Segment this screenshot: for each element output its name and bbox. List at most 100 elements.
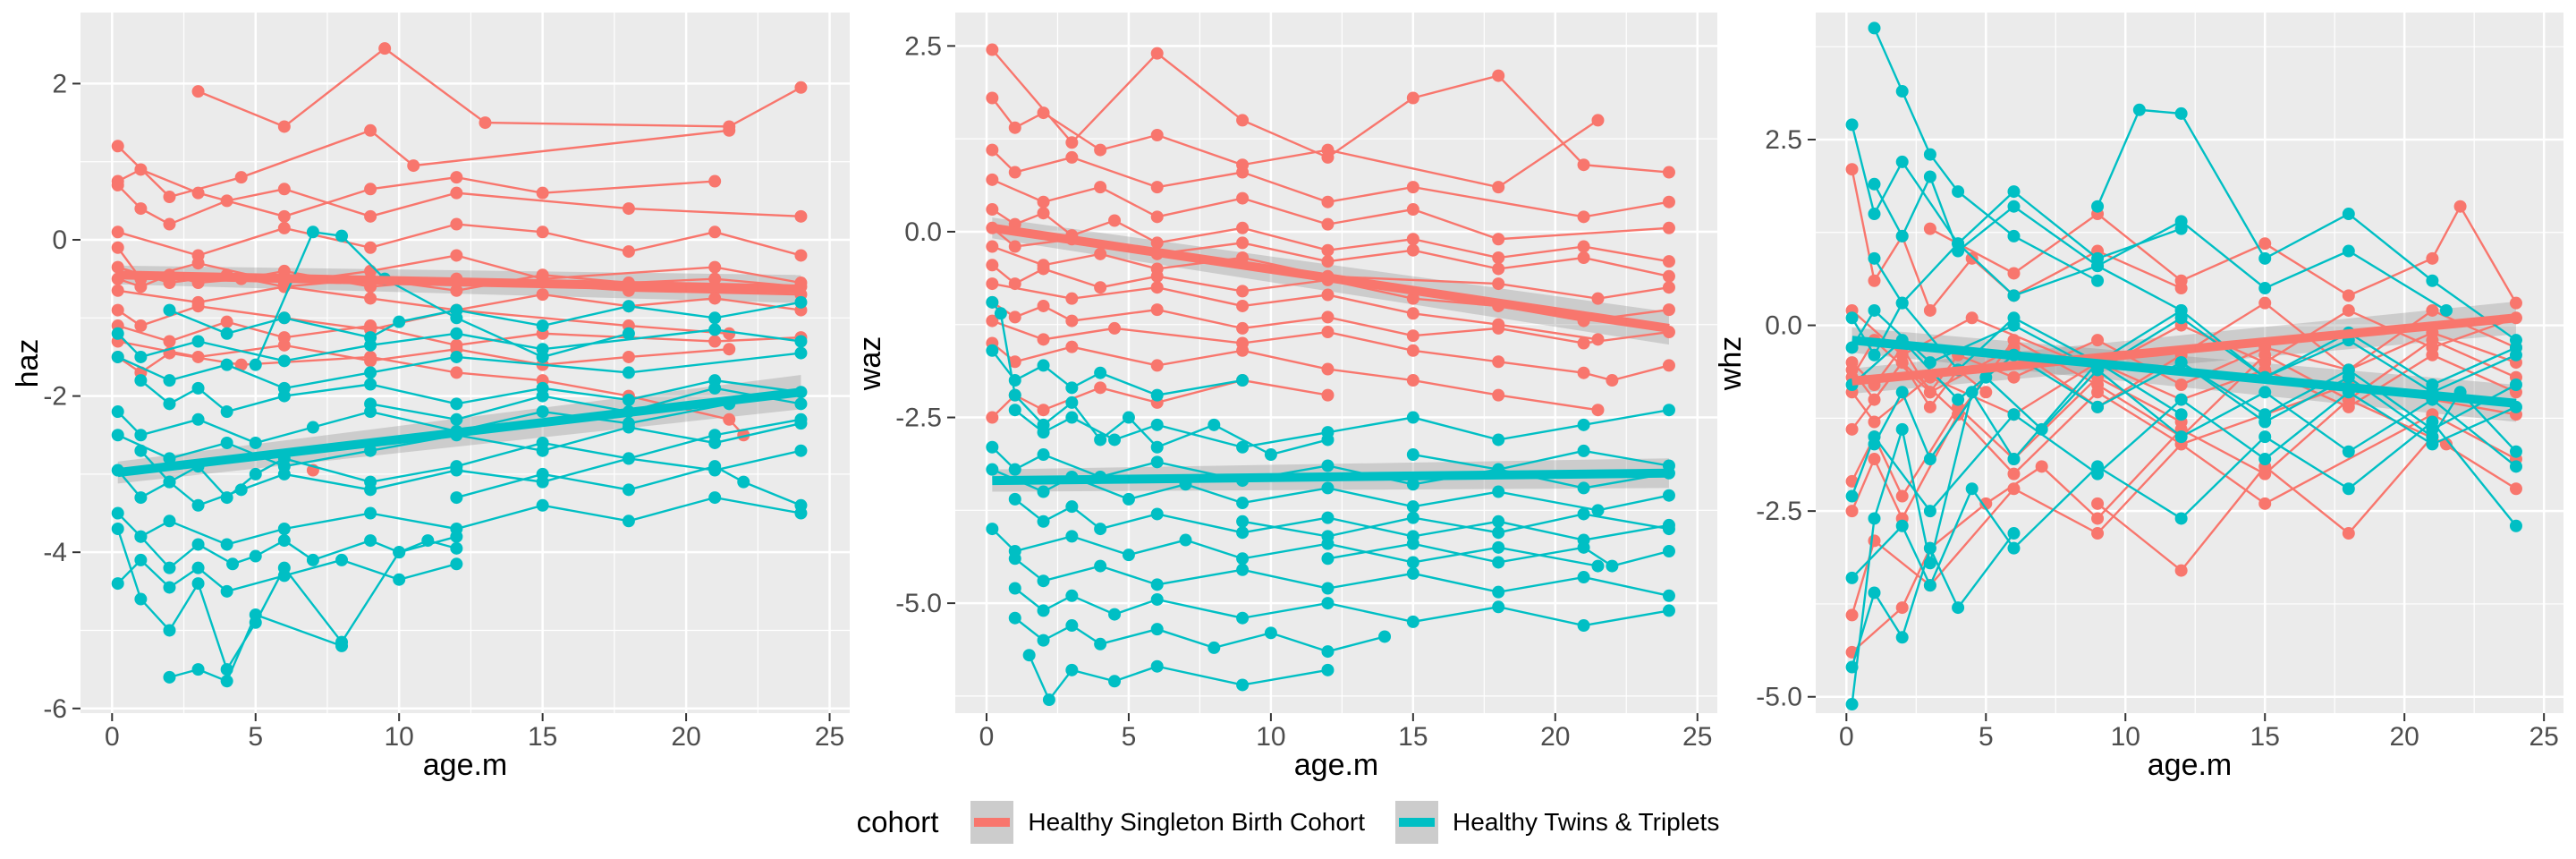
data-point-twins — [234, 483, 248, 497]
data-point-singleton — [1577, 158, 1590, 172]
data-point-twins — [1321, 582, 1335, 595]
trajectory-line-singleton — [991, 319, 1670, 382]
y-tick-label: -4 — [43, 538, 67, 567]
data-point-singleton — [364, 350, 377, 363]
data-point-singleton — [450, 284, 463, 297]
data-point-singleton — [1868, 274, 1881, 287]
data-point-twins — [1065, 381, 1079, 395]
data-point-twins — [249, 549, 262, 563]
data-point-twins — [1150, 592, 1164, 606]
legend-label-singleton: Healthy Singleton Birth Cohort — [1028, 808, 1366, 836]
data-point-singleton — [163, 335, 176, 348]
data-point-twins — [1845, 698, 1859, 711]
data-point-twins — [1577, 418, 1590, 431]
data-point-singleton — [794, 209, 808, 223]
data-point-twins — [1208, 418, 1221, 431]
data-point-twins — [1406, 537, 1419, 550]
data-point-twins — [1492, 433, 1505, 447]
data-point-twins — [2091, 259, 2105, 273]
y-axis-title-haz: haz — [11, 339, 45, 388]
x-axis-title-haz: age.m — [423, 748, 508, 782]
data-point-singleton — [1965, 311, 1979, 325]
smooth-line-twins — [1852, 336, 2517, 408]
data-point-twins — [134, 592, 148, 606]
data-point-twins — [986, 344, 999, 357]
data-point-twins — [1037, 359, 1050, 372]
data-point-twins — [1022, 649, 1036, 662]
data-point-twins — [1895, 296, 1909, 310]
x-tick-label: 25 — [1682, 722, 1712, 752]
trajectory-line-singleton — [117, 340, 730, 366]
legend-title: cohort — [856, 805, 939, 838]
data-point-twins — [1094, 559, 1107, 573]
data-point-twins — [111, 577, 124, 591]
smooth-line-singleton — [117, 270, 801, 294]
data-point-twins — [1037, 426, 1050, 439]
data-point-twins — [1868, 21, 1881, 35]
data-point-singleton — [708, 335, 722, 348]
data-point-singleton — [1662, 195, 1675, 208]
trajectory-line-twins — [1873, 174, 2447, 311]
data-point-singleton — [723, 343, 736, 356]
data-point-twins — [1037, 634, 1050, 647]
data-point-twins — [191, 538, 205, 551]
data-point-singleton — [622, 202, 635, 216]
data-point-twins — [1321, 511, 1335, 524]
data-point-twins — [2174, 356, 2188, 370]
data-point-twins — [134, 350, 148, 363]
data-point-singleton — [1150, 236, 1164, 250]
data-point-singleton — [1236, 114, 1250, 127]
data-point-twins — [1406, 411, 1419, 424]
data-point-twins — [1150, 440, 1164, 454]
data-point-twins — [450, 541, 463, 555]
trajectory-line-twins — [991, 528, 1598, 567]
data-point-twins — [2174, 393, 2188, 406]
smooth-lines — [1852, 313, 2517, 408]
data-point-singleton — [1065, 136, 1079, 149]
trajectory-line-twins — [1873, 242, 2182, 312]
data-point-twins — [536, 389, 549, 403]
data-point-singleton — [1037, 299, 1050, 312]
smooth-line-singleton — [991, 223, 1670, 333]
x-tick-label: 10 — [2111, 722, 2140, 752]
data-point-twins — [2258, 282, 2272, 295]
data-point-twins — [364, 331, 377, 344]
data-point-twins — [708, 460, 722, 473]
data-point-twins — [111, 429, 124, 442]
data-point-singleton — [1895, 356, 1909, 370]
data-point-twins — [134, 374, 148, 387]
data-point-singleton — [1845, 608, 1859, 622]
data-point-singleton — [1321, 255, 1335, 268]
data-point-twins — [249, 608, 262, 622]
data-point-singleton — [2509, 296, 2522, 310]
data-point-twins — [277, 569, 291, 583]
y-axis-title-waz: waz — [853, 336, 887, 391]
data-point-twins — [2439, 303, 2453, 317]
data-point-twins — [1923, 453, 1936, 466]
data-point-singleton — [536, 186, 549, 200]
data-point-singleton — [191, 186, 205, 200]
data-point-singleton — [2453, 200, 2467, 213]
data-point-twins — [1868, 512, 1881, 525]
data-point-singleton — [220, 315, 233, 328]
data-point-twins — [249, 358, 262, 371]
data-point-singleton — [364, 209, 377, 223]
x-tick-label: 10 — [385, 722, 414, 752]
data-point-singleton — [450, 171, 463, 184]
data-point-singleton — [1037, 195, 1050, 208]
data-point-twins — [1662, 489, 1675, 502]
data-point-twins — [2509, 378, 2522, 391]
data-point-singleton — [2258, 237, 2272, 251]
data-point-twins — [2174, 430, 2188, 444]
data-point-twins — [364, 378, 377, 391]
data-point-singleton — [1321, 362, 1335, 376]
data-point-twins — [708, 491, 722, 505]
data-point-singleton — [1979, 386, 1993, 399]
y-tick-label: -2.5 — [895, 404, 942, 433]
data-point-singleton — [1492, 388, 1505, 402]
data-point-twins — [2174, 303, 2188, 317]
data-point-singleton — [1236, 299, 1250, 312]
legend-item-singleton: Healthy Singleton Birth Cohort — [970, 801, 1365, 844]
data-point-twins — [1895, 85, 1909, 98]
legend-label-twins: Healthy Twins & Triplets — [1453, 808, 1720, 836]
